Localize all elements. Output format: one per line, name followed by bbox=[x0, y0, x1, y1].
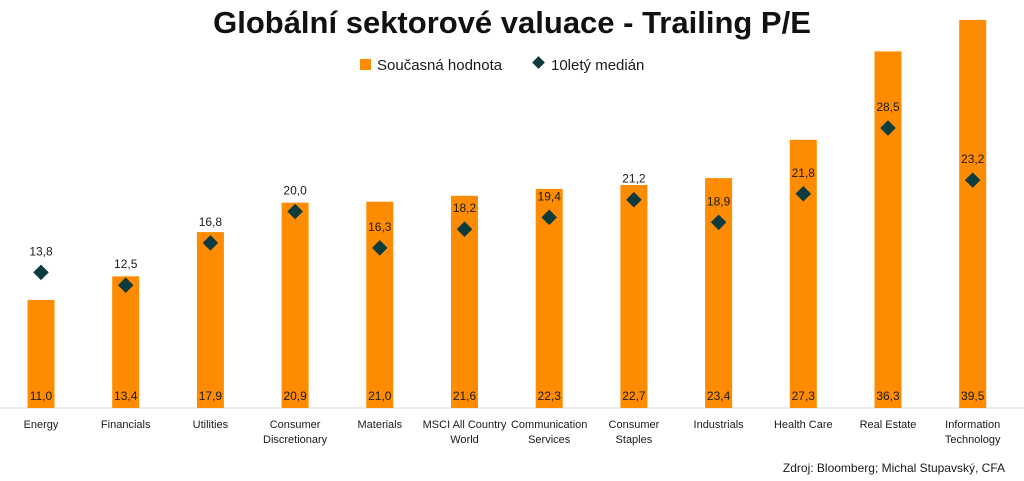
bar bbox=[281, 202, 309, 408]
median-marker bbox=[795, 186, 812, 202]
bar-value-label: 22,7 bbox=[622, 389, 646, 403]
median-value-label: 18,9 bbox=[707, 194, 731, 208]
category-label: Discretionary bbox=[263, 434, 328, 446]
category-label: Energy bbox=[24, 419, 59, 431]
source-note: Zdroj: Bloomberg; Michal Stupavský, CFA bbox=[783, 461, 1005, 475]
bar bbox=[789, 139, 817, 409]
bar-value-label: 39,5 bbox=[961, 389, 985, 403]
bar bbox=[27, 299, 55, 408]
legend-swatch-current bbox=[360, 59, 371, 70]
bar-value-label: 27,3 bbox=[792, 389, 816, 403]
bar bbox=[535, 188, 563, 408]
category-label: Technology bbox=[945, 434, 1001, 446]
median-value-label: 13,8 bbox=[29, 244, 53, 258]
category-label: MSCI All Country bbox=[423, 419, 507, 431]
median-value-label: 12,5 bbox=[114, 257, 138, 271]
bar bbox=[366, 201, 394, 408]
category-label: Consumer bbox=[270, 419, 321, 431]
median-marker bbox=[541, 209, 557, 226]
legend-swatch-median bbox=[532, 56, 545, 69]
bar-value-label: 36,3 bbox=[876, 389, 900, 403]
median-marker bbox=[287, 203, 303, 220]
median-value-label: 16,3 bbox=[368, 220, 392, 234]
bar-value-label: 13,4 bbox=[114, 389, 138, 403]
median-marker bbox=[964, 172, 981, 188]
category-label: Staples bbox=[616, 434, 653, 446]
median-value-label: 16,8 bbox=[199, 215, 223, 229]
median-value-label: 18,2 bbox=[453, 201, 477, 215]
chart-title: Globální sektorové valuace - Trailing P/… bbox=[213, 5, 811, 40]
category-label: World bbox=[450, 434, 479, 446]
median-value-label: 21,8 bbox=[792, 166, 816, 180]
category-label: Health Care bbox=[774, 419, 833, 431]
bar-value-label: 21,6 bbox=[453, 389, 477, 403]
legend: Současná hodnota 10letý medián bbox=[360, 56, 644, 74]
median-marker bbox=[710, 214, 727, 231]
median-value-label: 20,0 bbox=[283, 184, 307, 198]
bar-value-label: 21,0 bbox=[368, 389, 392, 403]
median-value-label: 21,2 bbox=[622, 172, 646, 186]
category-label: Materials bbox=[357, 419, 402, 431]
median-marker bbox=[202, 235, 219, 251]
markers-group: 13,8 12,5 16,8 20,0 16,3 18,2 19,4 21,2 18,9 21,8… bbox=[29, 100, 985, 293]
bar bbox=[196, 232, 224, 408]
legend-label-median: 10letý medián bbox=[551, 57, 644, 74]
bar-value-label: 11,0 bbox=[30, 389, 53, 403]
median-value-label: 28,5 bbox=[876, 100, 900, 114]
median-marker bbox=[372, 240, 388, 256]
median-marker bbox=[33, 264, 49, 281]
bar-value-label: 17,9 bbox=[199, 389, 223, 403]
category-label: Consumer bbox=[609, 419, 660, 431]
category-label: Services bbox=[528, 434, 571, 446]
category-label: Utilities bbox=[193, 419, 229, 431]
bar-value-label: 20,9 bbox=[283, 389, 307, 403]
median-value-label: 19,4 bbox=[538, 189, 562, 203]
bars-group: 11,0 13,4 17,9 20,9 21,0 21,6 22,3 22,7 23,4 27,3… bbox=[27, 19, 987, 409]
bar bbox=[112, 276, 140, 408]
category-label: Industrials bbox=[694, 419, 745, 431]
bar-value-label: 23,4 bbox=[707, 389, 731, 403]
bar bbox=[874, 51, 902, 409]
median-marker bbox=[626, 191, 642, 208]
bar bbox=[620, 185, 648, 408]
bar bbox=[705, 178, 733, 408]
legend-label-current: Současná hodnota bbox=[377, 57, 503, 74]
category-label: Information bbox=[945, 419, 1000, 431]
category-label: Financials bbox=[101, 419, 151, 431]
median-value-label: 23,2 bbox=[961, 152, 985, 166]
median-marker bbox=[456, 221, 473, 237]
bar-value-label: 22,3 bbox=[538, 389, 562, 403]
category-labels: Energy Financials Utilities Consumer Discret… bbox=[24, 419, 1001, 446]
bar bbox=[959, 19, 987, 409]
category-label: Communication bbox=[511, 419, 587, 431]
category-label: Real Estate bbox=[860, 419, 917, 431]
